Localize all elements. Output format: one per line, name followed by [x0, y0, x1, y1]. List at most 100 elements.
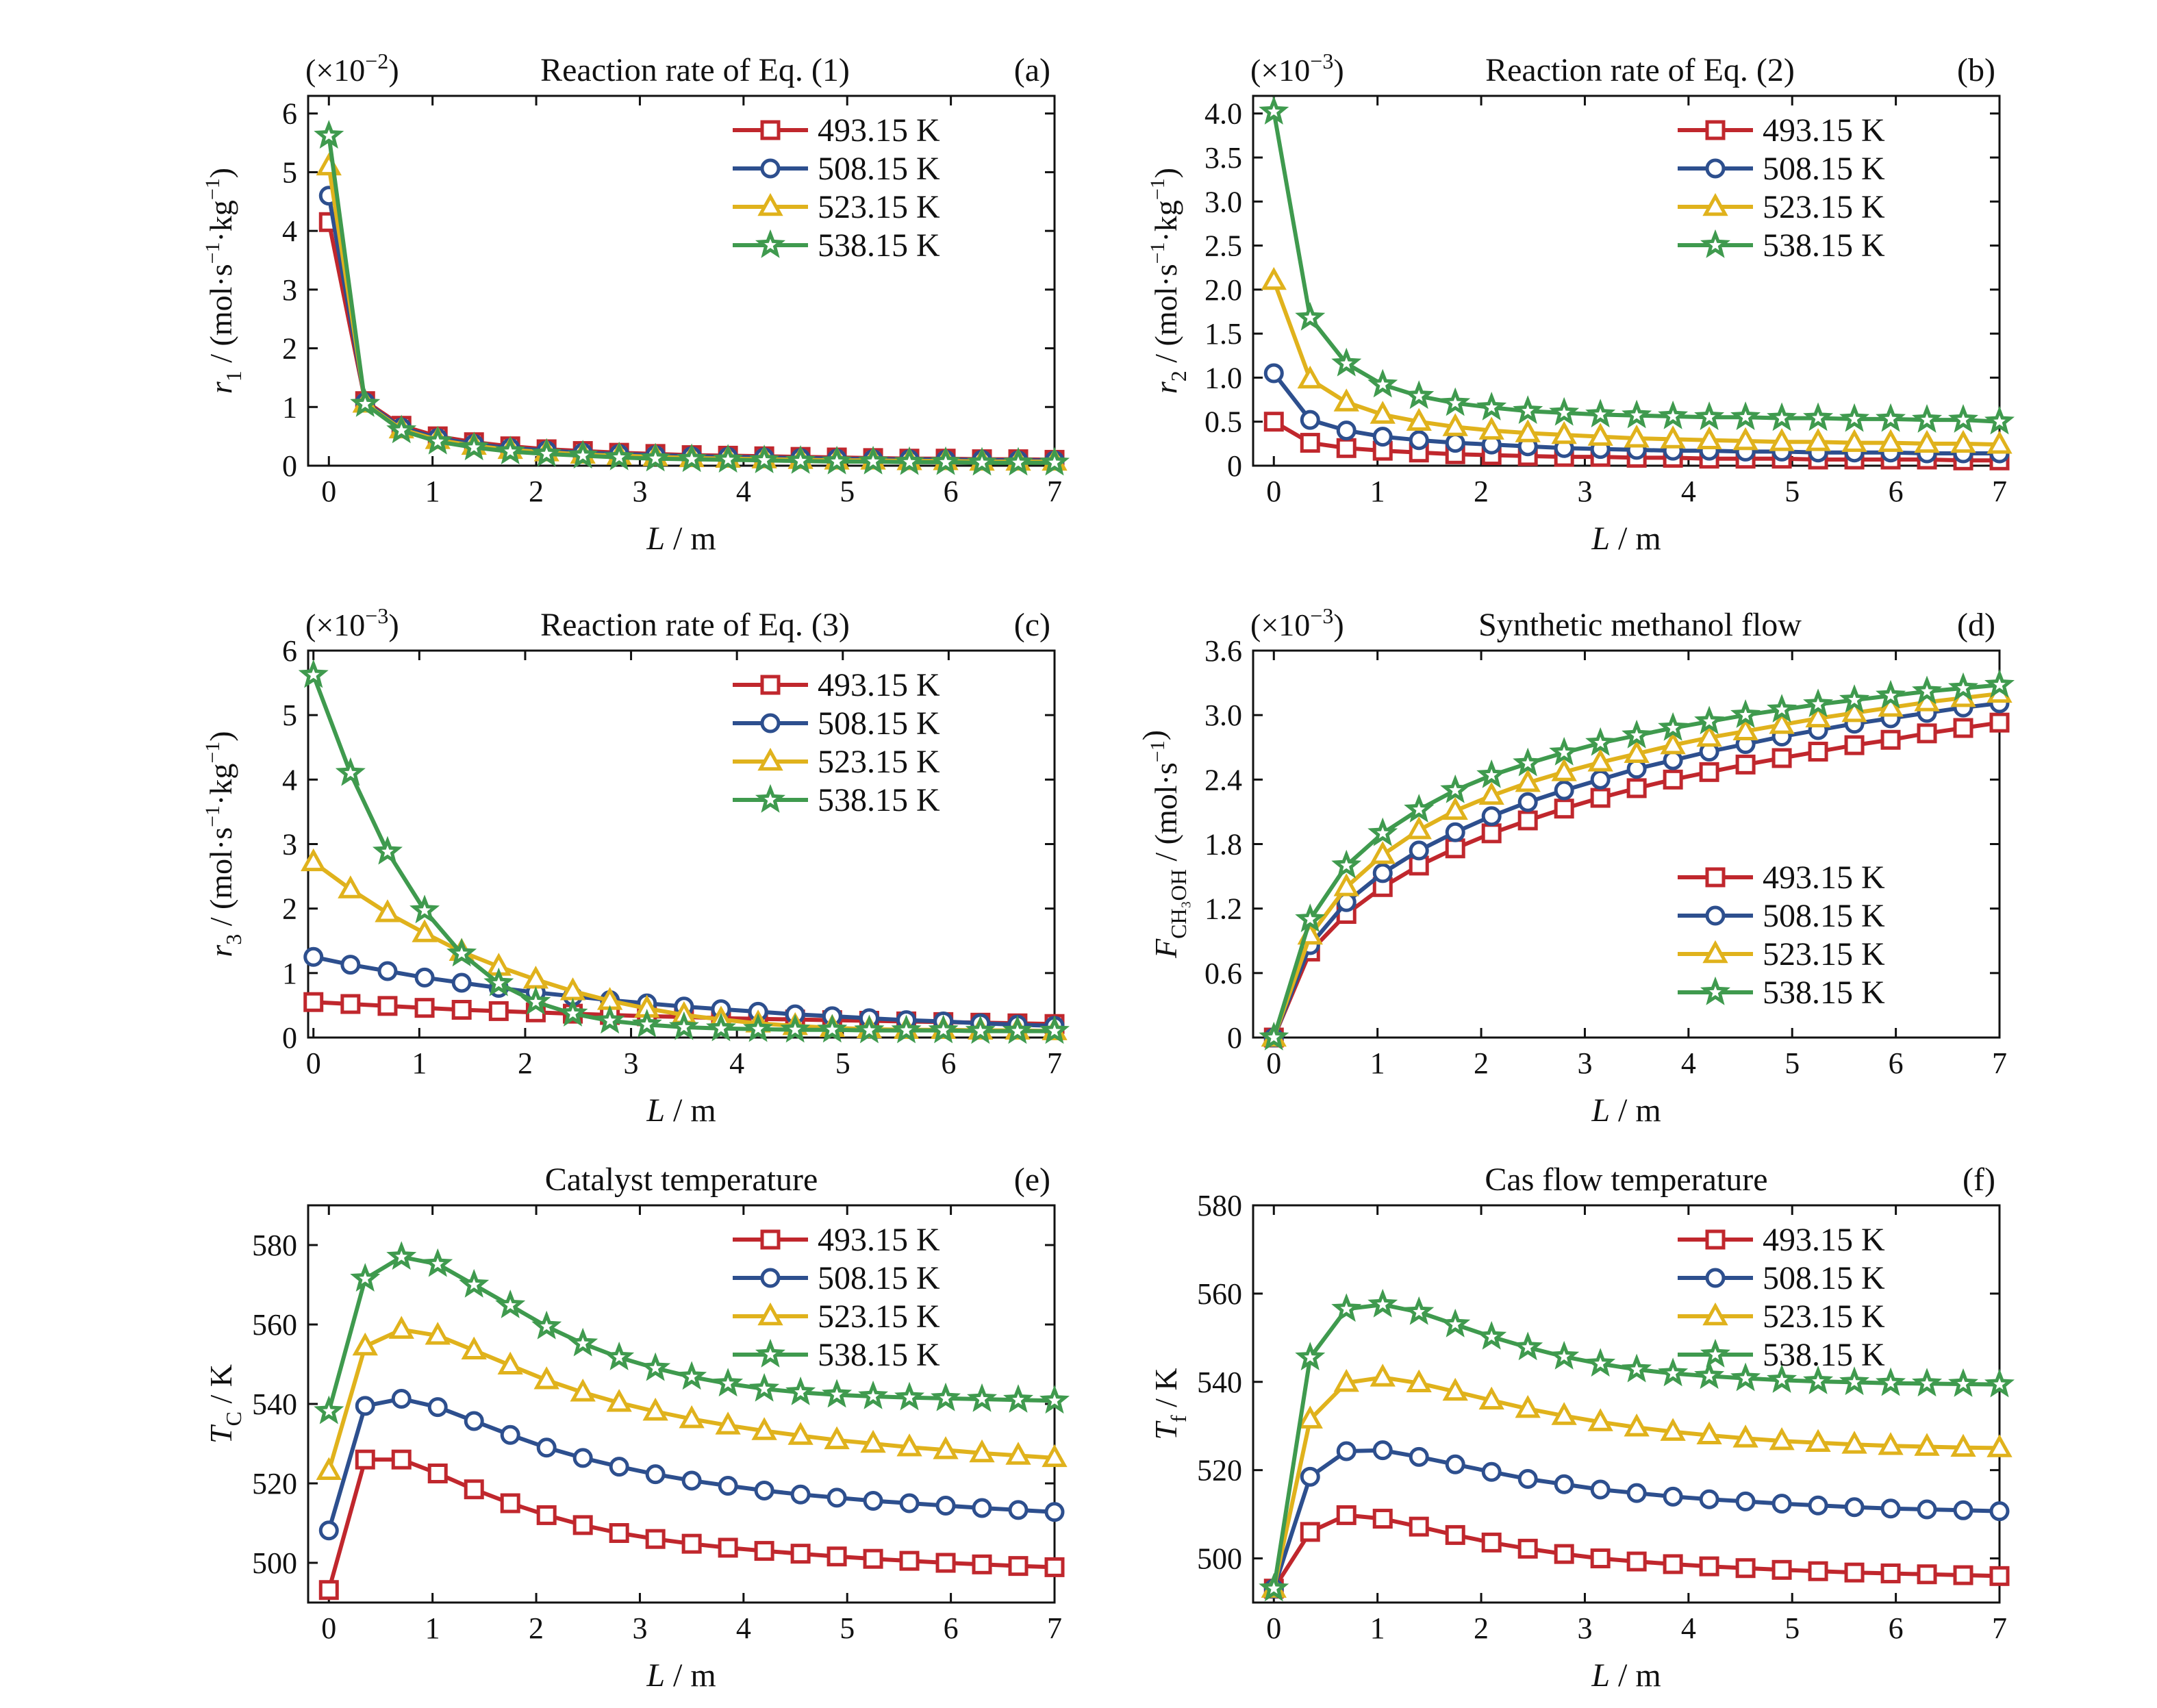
data-point	[1769, 428, 1795, 451]
data-point	[604, 441, 635, 470]
legend-entry: 538.15 K	[1763, 975, 1885, 1011]
data-point	[894, 446, 925, 475]
y-tick-label: 4	[282, 214, 297, 248]
y-tick-label: 3	[282, 828, 297, 862]
series-53815	[1259, 669, 2015, 1051]
data-point	[1515, 419, 1541, 442]
data-point	[1914, 429, 1940, 453]
data-point	[1554, 780, 1574, 801]
data-point	[1263, 412, 1284, 432]
x-tick-label: 5	[835, 1046, 850, 1080]
data-point	[422, 425, 453, 455]
plot-frame	[307, 95, 1056, 467]
data-point	[1409, 840, 1429, 861]
data-point	[715, 1411, 741, 1435]
y-tick-label: 0.6	[1204, 957, 1242, 990]
y-tick-label: 500	[1197, 1542, 1242, 1576]
y-tick-label: 580	[1197, 1189, 1242, 1222]
data-point	[1660, 425, 1686, 449]
data-point	[1699, 762, 1719, 782]
x-tick-label: 2	[1474, 475, 1489, 508]
data-point	[391, 1388, 412, 1409]
y-tick-label: 3.0	[1204, 185, 1242, 218]
data-point	[1042, 1444, 1068, 1468]
data-point	[1002, 1015, 1033, 1044]
data-point	[1044, 1557, 1065, 1577]
legend-entry: 508.15 K	[1763, 1260, 1885, 1296]
data-point	[1839, 403, 1870, 432]
x-tick-label: 3	[1577, 1046, 1592, 1080]
data-point	[1663, 769, 1683, 790]
data-point	[500, 1424, 520, 1445]
series-line	[327, 166, 1055, 464]
legend-entry: 523.15 K	[818, 1298, 940, 1335]
data-point	[1660, 731, 1686, 755]
data-point	[303, 946, 324, 967]
chart-title: Reaction rate of Eq. (3)	[540, 607, 850, 643]
data-point	[1003, 1384, 1034, 1413]
plot-frame	[1252, 1204, 2001, 1604]
data-point	[1039, 447, 1070, 476]
x-tick-label: 7	[1047, 475, 1062, 508]
legend-marker	[1702, 1302, 1728, 1326]
data-point	[1333, 1368, 1359, 1392]
legend-marker	[755, 1338, 785, 1368]
data-point	[303, 992, 324, 1012]
data-point	[1476, 759, 1507, 788]
data-point	[1950, 1433, 1976, 1457]
y-tick-label: 500	[252, 1546, 297, 1580]
legend-entry: 493.15 K	[1763, 859, 1885, 896]
x-axis-label: L / m	[646, 520, 716, 557]
data-point	[1445, 433, 1465, 453]
data-point	[1261, 266, 1287, 290]
x-tick-label: 7	[1992, 1611, 2007, 1645]
x-tick-label: 1	[1370, 1046, 1385, 1080]
data-point	[1297, 365, 1323, 389]
x-tick-label: 3	[632, 475, 647, 508]
legend-marker	[1700, 976, 1730, 1005]
data-point	[1844, 735, 1865, 755]
data-point	[1549, 736, 1580, 766]
chart-panel-d: 0 1 2 3 4 5 6 7 0 0.6 1.2 1.8 2.4 3.0 3.6 Synthetic met…	[1136, 603, 2015, 1129]
data-point	[863, 1491, 883, 1511]
legend-entry: 538.15 K	[818, 227, 940, 264]
data-point	[640, 1352, 671, 1381]
data-point	[1771, 748, 1792, 768]
data-point	[713, 444, 744, 473]
series-53815	[1259, 1288, 2015, 1602]
legend-marker	[757, 192, 783, 216]
data-point	[459, 431, 490, 461]
legend-marker	[1705, 120, 1726, 140]
data-point	[1481, 1532, 1502, 1553]
series-line	[327, 195, 1055, 463]
data-point	[1878, 694, 1904, 717]
legend-marker	[760, 120, 781, 140]
data-point	[1259, 96, 1289, 125]
data-point	[568, 440, 598, 469]
y-axis-label: Tf / K	[1148, 1368, 1191, 1440]
legend-marker	[757, 747, 783, 771]
data-point	[1984, 405, 2015, 435]
data-point	[414, 998, 435, 1018]
x-tick-label: 2	[529, 475, 544, 508]
data-point	[817, 1014, 848, 1043]
x-tick-label: 7	[1047, 1046, 1062, 1080]
x-tick-label: 4	[1681, 1611, 1696, 1645]
data-point	[355, 1449, 375, 1470]
data-point	[568, 1327, 598, 1357]
series-52315	[316, 1316, 1068, 1481]
data-point	[1767, 402, 1798, 431]
data-point	[749, 1372, 780, 1402]
x-tick-label: 2	[518, 1046, 533, 1080]
data-point	[1805, 1429, 1831, 1453]
panel-label: (e)	[1014, 1161, 1050, 1198]
data-point	[1372, 427, 1393, 447]
data-point	[1551, 1402, 1577, 1425]
legend-marker	[760, 1268, 781, 1288]
x-tick-label: 5	[840, 1611, 855, 1645]
legend-entry: 508.15 K	[1763, 898, 1885, 934]
data-point	[935, 1495, 956, 1516]
y-axis-label: FCH₃OH / (mol·s−1)	[1136, 730, 1191, 959]
y-tick-label: 0.5	[1204, 405, 1242, 439]
chart-panel-b: 0 1 2 3 4 5 6 7 0 0.5 1.0 1.5 2.0 2.5 3.0 3.5 4.0 Reactio…	[1146, 49, 2015, 557]
